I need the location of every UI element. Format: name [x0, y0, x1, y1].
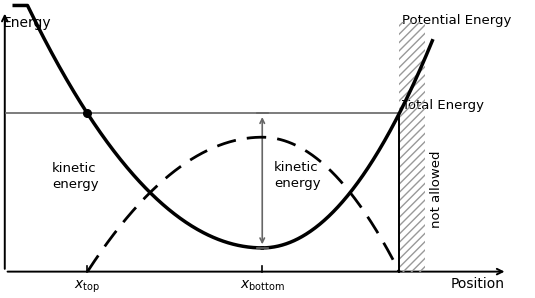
Text: Potential Energy: Potential Energy [402, 13, 511, 27]
Text: kinetic
energy: kinetic energy [274, 161, 320, 190]
Text: Position: Position [451, 277, 505, 291]
Text: Energy: Energy [3, 16, 51, 30]
Text: Total Energy: Total Energy [402, 99, 484, 112]
Bar [399, 21, 425, 271]
Text: $x_{\mathrm{bottom}}$: $x_{\mathrm{bottom}}$ [240, 278, 285, 293]
Text: $x_{\mathrm{top}}$: $x_{\mathrm{top}}$ [74, 278, 101, 294]
Text: kinetic
energy: kinetic energy [52, 162, 98, 191]
Text: not allowed: not allowed [430, 151, 443, 228]
